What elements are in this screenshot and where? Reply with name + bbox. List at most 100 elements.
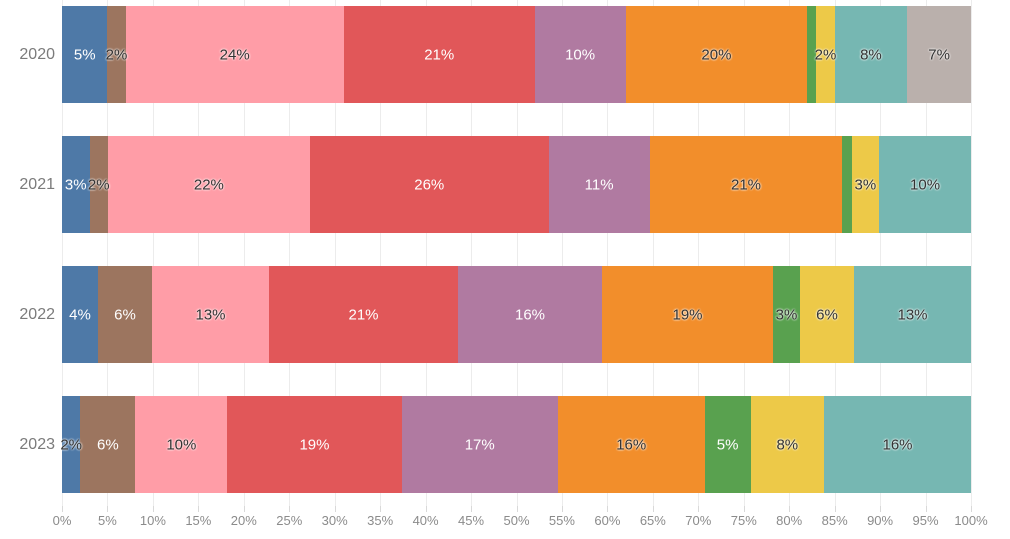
bar-segment[interactable]: 3% xyxy=(62,136,90,233)
axis-tick xyxy=(880,506,882,512)
gridline xyxy=(743,0,745,506)
y-axis-label: 2020 xyxy=(19,45,55,63)
axis-tick xyxy=(743,506,745,512)
gridline xyxy=(380,0,382,506)
gridline xyxy=(789,0,791,506)
x-axis-tick-label: 65% xyxy=(639,513,666,528)
x-axis-tick-label: 75% xyxy=(730,513,757,528)
axis-tick xyxy=(607,506,609,512)
bar-segment[interactable]: 10% xyxy=(879,136,971,233)
x-axis-tick-label: 95% xyxy=(912,513,939,528)
segment-label: 13% xyxy=(195,306,226,323)
segment-label: 11% xyxy=(584,176,614,193)
segment-label: 2% xyxy=(814,46,837,63)
bar-segment[interactable]: 2% xyxy=(814,6,837,103)
bar-segment[interactable]: 4% xyxy=(62,266,98,363)
gridline xyxy=(925,0,927,506)
bar-segment[interactable]: 16% xyxy=(458,266,602,363)
axis-tick xyxy=(380,506,382,512)
segment-label: 7% xyxy=(928,46,950,63)
segment-label: 2% xyxy=(105,46,128,63)
x-axis-tick-label: 60% xyxy=(594,513,621,528)
bar-segment[interactable]: 11% xyxy=(548,136,650,233)
segment-label: 4% xyxy=(69,306,91,323)
segment-label: 17% xyxy=(464,436,495,453)
gridline xyxy=(607,0,609,506)
bar-segment[interactable]: 7% xyxy=(907,6,971,103)
segment-label: 5% xyxy=(716,436,739,453)
bar-segment[interactable]: 21% xyxy=(649,136,843,233)
segment-label: 3% xyxy=(854,176,877,193)
segment-label: 26% xyxy=(414,176,445,193)
bar-segment[interactable]: 16% xyxy=(824,396,971,493)
segment-label: 21% xyxy=(424,46,455,63)
x-axis-tick-label: 55% xyxy=(548,513,575,528)
bar-segment[interactable]: 24% xyxy=(125,6,344,103)
segment-label: 3% xyxy=(64,176,87,193)
bar-segment[interactable] xyxy=(842,136,852,233)
bar-segment[interactable]: 10% xyxy=(534,6,626,103)
bar-row-2023: 2% 6% 10% 19% 17% 16% 5% 8% 16% xyxy=(60,396,971,493)
bar-segment[interactable]: 2% xyxy=(105,6,128,103)
bar-segment[interactable]: 17% xyxy=(401,396,558,493)
bar-segment[interactable]: 6% xyxy=(800,266,854,363)
bar-segment[interactable]: 10% xyxy=(135,396,228,493)
gridline xyxy=(652,0,654,506)
bar-segment[interactable]: 8% xyxy=(750,396,825,493)
segment-label: 6% xyxy=(97,436,119,453)
bar-segment[interactable]: 5% xyxy=(62,6,108,103)
axis-tick xyxy=(334,506,336,512)
bar-segment[interactable]: 13% xyxy=(854,266,971,363)
bar-segment[interactable]: 2% xyxy=(60,396,83,493)
axis-tick xyxy=(107,506,109,512)
axis-tick xyxy=(152,506,154,512)
bar-segment[interactable]: 19% xyxy=(227,396,402,493)
segment-label: 3% xyxy=(775,306,798,323)
x-axis-tick-label: 30% xyxy=(321,513,348,528)
gridline xyxy=(107,0,109,506)
gridline xyxy=(425,0,427,506)
segment-label: 10% xyxy=(565,46,596,63)
x-axis-tick-label: 15% xyxy=(185,513,212,528)
x-axis-tick-label: 80% xyxy=(776,513,803,528)
gridline xyxy=(243,0,245,506)
bar-segment[interactable]: 16% xyxy=(557,396,705,493)
bar-segment[interactable]: 19% xyxy=(602,266,773,363)
x-axis-tick-label: 0% xyxy=(52,513,72,528)
segment-label: 16% xyxy=(514,306,546,323)
bar-segment[interactable]: 21% xyxy=(343,6,535,103)
gridline xyxy=(198,0,200,506)
y-axis-label: 2021 xyxy=(19,175,55,193)
bar-segment[interactable]: 2% xyxy=(87,136,110,233)
x-axis-tick-label: 100% xyxy=(954,513,988,528)
axis-tick xyxy=(971,506,972,512)
bar-segment[interactable]: 6% xyxy=(98,266,152,363)
gridline xyxy=(471,0,473,506)
bar-segment[interactable]: 21% xyxy=(269,266,458,363)
axis-tick xyxy=(516,506,518,512)
bar-row-2022: 4% 6% 13% 21% 16% 19% 3% 6% 13% xyxy=(62,266,971,363)
axis-tick xyxy=(698,506,700,512)
bar-segment[interactable]: 3% xyxy=(851,136,880,233)
gridline xyxy=(516,0,518,506)
bar-row-2021: 3% 2% 22% 26% 11% 21% 3% 10% xyxy=(62,136,971,233)
x-axis-tick-label: 45% xyxy=(458,513,485,528)
bar-segment[interactable]: 13% xyxy=(152,266,269,363)
segment-label: 2% xyxy=(87,176,110,193)
segment-label: 2% xyxy=(60,436,83,453)
segment-label: 20% xyxy=(701,46,732,63)
gridline xyxy=(698,0,700,506)
bar-segment[interactable]: 8% xyxy=(834,6,908,103)
segment-label: 8% xyxy=(860,46,882,63)
bar-segment[interactable]: 5% xyxy=(704,396,751,493)
bar-segment[interactable]: 22% xyxy=(107,136,310,233)
bar-segment[interactable]: 3% xyxy=(773,266,800,363)
bar-segment[interactable]: 6% xyxy=(80,396,136,493)
segment-label: 16% xyxy=(882,436,913,453)
bar-segment[interactable]: 20% xyxy=(625,6,808,103)
segment-label: 8% xyxy=(776,436,799,453)
bar-segment[interactable] xyxy=(807,6,817,103)
plot-area: 0% 5% 10% 15% 20% 25% 30% 35% 40% 45% 50% 55% 60% 65%… xyxy=(53,0,988,528)
bar-segment[interactable]: 26% xyxy=(309,136,549,233)
segment-label: 10% xyxy=(910,176,941,193)
